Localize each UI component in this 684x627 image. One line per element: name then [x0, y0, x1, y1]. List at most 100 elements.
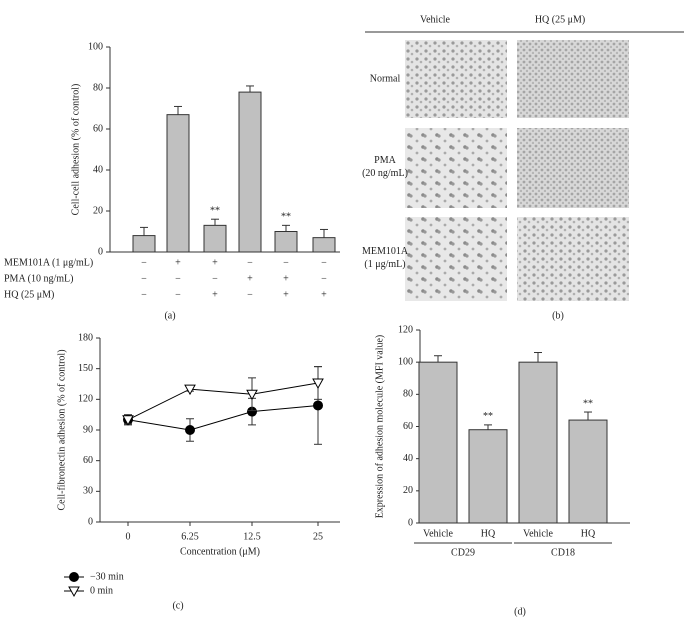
- condition-sign: +: [247, 273, 253, 284]
- x-tick-label: 0: [126, 531, 131, 542]
- image-panel: [365, 31, 684, 301]
- row-label: PMA: [374, 155, 396, 166]
- y-tick-label: 60: [83, 455, 93, 466]
- condition-label: HQ (25 μM): [4, 289, 54, 300]
- legend-marker: [68, 586, 80, 598]
- condition-sign: −: [141, 257, 147, 268]
- point: [313, 400, 323, 411]
- group-label: CD18: [551, 547, 575, 558]
- column-header: HQ (25 μM): [535, 14, 585, 25]
- x-axis-label: Concentration (μM): [180, 546, 260, 557]
- micrograph: [405, 40, 507, 118]
- condition-sign: −: [321, 257, 327, 268]
- significance: **: [210, 205, 220, 216]
- point: [246, 389, 258, 401]
- condition-sign: −: [141, 273, 147, 284]
- column-header: Vehicle: [420, 14, 451, 25]
- row-label: Normal: [370, 73, 401, 84]
- significance: **: [483, 411, 493, 422]
- x-tick-label: Vehicle: [423, 528, 454, 539]
- y-tick-label: 60: [403, 421, 413, 432]
- y-tick-label: 40: [93, 164, 103, 175]
- y-tick-label: 180: [78, 332, 93, 343]
- point: [312, 378, 324, 390]
- x-tick-label: 12.5: [243, 531, 261, 542]
- condition-sign: +: [212, 257, 218, 268]
- bar: [418, 361, 458, 524]
- condition-sign: −: [175, 273, 181, 284]
- condition-sign: −: [247, 257, 253, 268]
- panel-label: (b): [552, 310, 564, 321]
- y-tick-label: 20: [93, 205, 103, 216]
- panel-label: (c): [172, 600, 183, 611]
- y-axis-label: Cell-fibronectin adhesion (% of control): [56, 349, 67, 510]
- micrograph: [517, 217, 629, 301]
- group-label: CD29: [451, 547, 475, 558]
- condition-sign: +: [321, 289, 327, 300]
- micrograph: [517, 40, 629, 118]
- y-tick-label: 90: [83, 424, 93, 435]
- significance: **: [281, 212, 291, 223]
- condition-sign: +: [212, 289, 218, 300]
- micrograph: [405, 128, 507, 208]
- condition-sign: −: [175, 289, 181, 300]
- y-tick-label: 80: [93, 82, 103, 93]
- condition-label: MEM101A (1 μg/mL): [4, 257, 93, 268]
- y-axis-label: Cell-cell adhesion (% of control): [70, 84, 81, 216]
- bar: [132, 235, 156, 253]
- point: [185, 425, 195, 435]
- condition-sign: −: [283, 257, 289, 268]
- x-tick-label: HQ: [481, 528, 496, 539]
- point: [122, 415, 134, 426]
- x-tick-label: 6.25: [181, 531, 199, 542]
- micrograph: [405, 217, 507, 301]
- y-tick-label: 0: [98, 246, 103, 257]
- point: [184, 384, 196, 396]
- condition-sign: +: [283, 273, 289, 284]
- condition-label: PMA (10 ng/mL): [4, 273, 73, 284]
- row-label: MEM101A: [362, 246, 409, 257]
- row-label: (1 μg/mL): [364, 259, 405, 270]
- bar: [274, 231, 298, 253]
- bar: [312, 237, 336, 253]
- bar: [518, 361, 558, 524]
- y-tick-label: 40: [403, 453, 413, 464]
- x-tick-label: HQ: [581, 528, 596, 539]
- y-tick-label: 100: [88, 41, 103, 52]
- row-label: (20 ng/mL): [362, 168, 408, 179]
- y-tick-label: 0: [88, 516, 93, 527]
- y-tick-label: 120: [398, 324, 413, 335]
- bar: [238, 91, 262, 253]
- y-tick-label: 80: [403, 389, 413, 400]
- condition-sign: +: [175, 257, 181, 268]
- micrograph: [517, 128, 629, 208]
- legend-label: 0 min: [90, 585, 113, 596]
- panel-label: (d): [514, 606, 526, 617]
- y-tick-label: 60: [93, 123, 103, 134]
- y-tick-label: 30: [83, 486, 93, 497]
- legend-label: −30 min: [90, 571, 124, 582]
- y-axis-label: Expression of adhesion molecule (MFI val…: [374, 335, 385, 519]
- y-tick-label: 120: [78, 394, 93, 405]
- bar: [568, 419, 608, 524]
- y-tick-label: 150: [78, 363, 93, 374]
- condition-sign: −: [321, 273, 327, 284]
- bar: [468, 429, 508, 524]
- bar: [203, 224, 227, 253]
- series-line: [127, 404, 319, 431]
- condition-sign: −: [247, 289, 253, 300]
- panel-label: (a): [164, 310, 175, 321]
- bar: [166, 114, 190, 253]
- condition-sign: −: [141, 289, 147, 300]
- x-tick-label: Vehicle: [523, 528, 554, 539]
- condition-sign: +: [283, 289, 289, 300]
- series-line: [127, 382, 319, 421]
- significance: **: [583, 398, 593, 409]
- x-tick-label: 25: [313, 531, 323, 542]
- legend-marker: [69, 572, 79, 582]
- condition-sign: −: [212, 273, 218, 284]
- y-tick-label: 20: [403, 485, 413, 496]
- point: [247, 406, 257, 417]
- y-tick-label: 100: [398, 356, 413, 367]
